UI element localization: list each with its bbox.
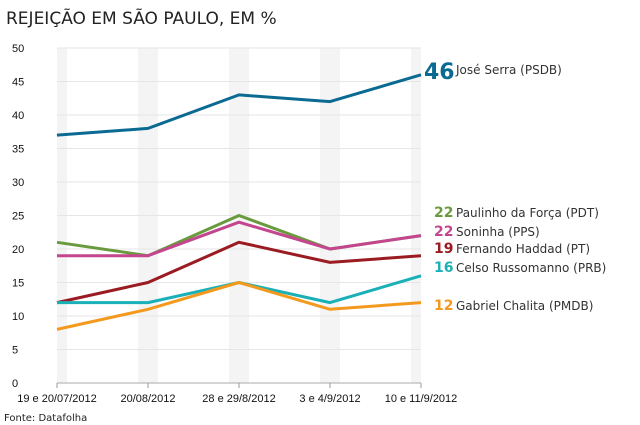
series-name: Fernando Haddad (PT) <box>456 242 590 256</box>
series-end-value: 19 <box>434 241 453 257</box>
y-tick-label: 0 <box>12 378 18 390</box>
y-tick-label: 40 <box>12 110 24 122</box>
x-tick-label: 3 e 4/9/2012 <box>299 393 360 405</box>
series-end-value: 22 <box>434 224 453 240</box>
series-line <box>56 73 422 137</box>
series-end-value: 16 <box>434 260 453 276</box>
series-line <box>56 281 422 331</box>
legend-item: 22 Paulinho da Força (PDT) <box>434 205 599 221</box>
y-tick-label: 35 <box>12 144 24 156</box>
x-tick-label: 19 e 20/07/2012 <box>17 393 97 405</box>
series-end-value: 22 <box>434 205 453 221</box>
legend-item: 46 José Serra (PSDB) <box>424 60 562 85</box>
series-end-value: 46 <box>424 60 455 85</box>
y-tick-label: 20 <box>12 244 24 256</box>
series-end-value: 12 <box>434 298 453 314</box>
y-tick-label: 5 <box>12 345 18 357</box>
x-tick-label: 28 e 29/8/2012 <box>202 393 275 405</box>
legend-item: 22 Soninha (PPS) <box>434 224 540 240</box>
x-tick-label: 20/08/2012 <box>120 393 175 405</box>
y-tick-label: 10 <box>12 311 24 323</box>
legend-item: 16 Celso Russomanno (PRB) <box>434 260 606 276</box>
series-name: Celso Russomanno (PRB) <box>456 261 606 275</box>
y-tick-label: 25 <box>12 211 24 223</box>
legend-item: 12 Gabriel Chalita (PMDB) <box>434 298 593 314</box>
x-tick-label: 10 e 11/9/2012 <box>385 393 458 405</box>
chart-title: REJEIÇÃO EM SÃO PAULO, EM % <box>6 7 277 29</box>
series-line <box>57 220 422 258</box>
source-note: Fonte: Datafolha <box>4 413 87 424</box>
series-line <box>56 240 422 305</box>
series-name: Paulinho da Força (PDT) <box>456 206 599 220</box>
series-name: José Serra (PSDB) <box>455 63 562 77</box>
y-tick-label: 45 <box>12 77 24 89</box>
series-name: Gabriel Chalita (PMDB) <box>456 299 593 313</box>
y-tick-label: 15 <box>12 278 24 290</box>
legend-item: 19 Fernando Haddad (PT) <box>434 241 590 257</box>
y-tick-label: 50 <box>12 43 24 55</box>
series-name: Soninha (PPS) <box>456 225 540 239</box>
y-tick-label: 30 <box>12 177 24 189</box>
